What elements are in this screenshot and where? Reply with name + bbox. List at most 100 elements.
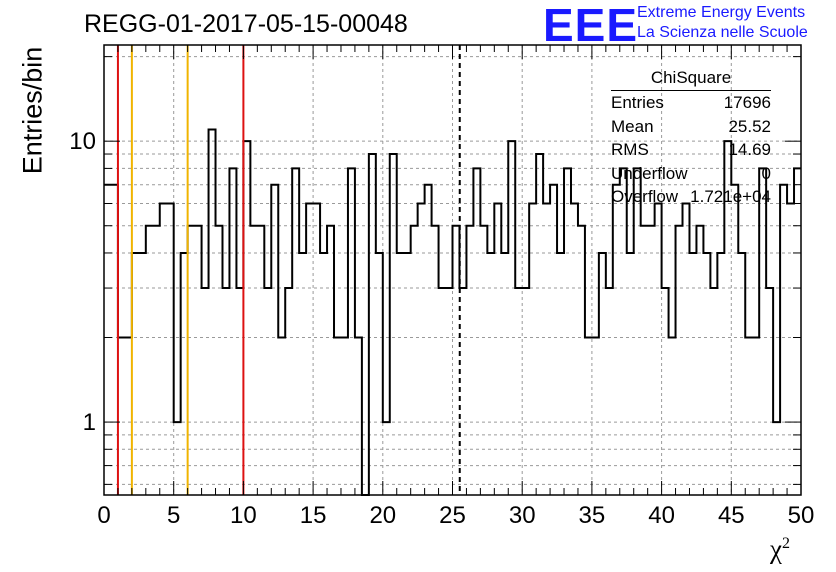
y-tick-label: 10	[69, 128, 96, 155]
stats-value: 25.52	[728, 116, 771, 136]
y-tick-label: 1	[83, 409, 96, 436]
histogram-bin	[662, 288, 669, 495]
histogram-bin	[250, 226, 257, 495]
x-tick-label: 50	[788, 502, 815, 529]
histogram-bin	[710, 288, 717, 495]
histogram-bin	[515, 288, 522, 495]
histogram-bin	[306, 203, 313, 495]
histogram-bin	[390, 154, 397, 495]
x-tick-label: 40	[648, 502, 675, 529]
histogram-bin	[320, 253, 327, 495]
histogram-bin	[174, 422, 181, 495]
stats-row: RMS 14.69	[611, 138, 771, 162]
histogram-bin	[181, 253, 188, 495]
logo-line-2: La Scienza nelle Scuole	[637, 24, 808, 41]
histogram-bin	[278, 338, 285, 495]
histogram-bin	[418, 203, 425, 495]
histogram-bin	[571, 203, 578, 495]
histogram-bin	[271, 185, 278, 495]
histogram-bin	[522, 288, 529, 495]
histogram-bin	[139, 253, 146, 495]
x-axis-label: χ2	[770, 534, 790, 565]
x-tick-label: 0	[97, 502, 110, 529]
histogram-bin	[648, 226, 655, 495]
histogram-bin	[641, 226, 648, 495]
histogram-bin	[257, 226, 264, 495]
x-tick-label: 5	[167, 502, 180, 529]
histogram-bin	[404, 253, 411, 495]
histogram-bin	[578, 226, 585, 495]
histogram-bin	[703, 253, 710, 495]
histogram-bin	[236, 288, 243, 495]
stats-label: Entries	[611, 93, 664, 112]
x-axis-label-superscript: 2	[781, 535, 790, 552]
histogram-bin	[453, 226, 460, 495]
stats-label: RMS	[611, 140, 649, 159]
x-tick-label: 30	[509, 502, 536, 529]
histogram-bin	[341, 338, 348, 495]
histogram-bin	[264, 288, 271, 495]
x-tick-label: 15	[300, 502, 327, 529]
histogram-bin	[780, 185, 787, 495]
histogram-bin	[529, 203, 536, 495]
stats-value: 0	[761, 163, 771, 183]
stats-row: Overflow 1.721e+04	[611, 185, 771, 209]
histogram-bin	[494, 203, 501, 495]
stats-row: Mean 25.52	[611, 115, 771, 139]
histogram-bin	[334, 338, 341, 495]
histogram-bin	[376, 253, 383, 495]
histogram-bin	[153, 226, 160, 495]
histogram-bin	[188, 226, 195, 495]
histogram-bin	[592, 338, 599, 495]
histogram-bin	[132, 253, 139, 495]
histogram-bin	[285, 288, 292, 495]
x-tick-label: 25	[439, 502, 466, 529]
histogram-bin	[104, 185, 111, 495]
histogram-line	[104, 128, 801, 496]
stats-value: 17696	[723, 93, 771, 112]
histogram-bin	[564, 168, 571, 495]
histogram-bin	[738, 253, 745, 495]
histogram-bin	[689, 253, 696, 495]
histogram-bin	[620, 168, 627, 495]
histogram-bin	[466, 226, 473, 495]
histogram-bin	[536, 154, 543, 495]
histogram-bin	[439, 288, 446, 495]
chart-title: REGG-01-2017-05-15-00048	[84, 10, 408, 38]
histogram-bin	[794, 168, 801, 495]
stats-label: Overflow	[611, 187, 679, 206]
histogram-bin	[585, 338, 592, 495]
x-axis-label-symbol: χ	[770, 534, 782, 564]
histogram-bin	[327, 226, 334, 495]
histogram-bin	[473, 168, 480, 495]
histogram-bin	[229, 168, 236, 495]
histogram-bin	[118, 338, 125, 495]
histogram-bin	[773, 422, 780, 495]
stats-box: ChiSquare Entries 17696 Mean 25.52 RMS 14.6…	[611, 66, 771, 209]
histogram-bin	[669, 338, 676, 495]
histogram-bin	[731, 185, 738, 495]
histogram-bin	[557, 253, 564, 495]
stats-value: 14.69	[728, 140, 771, 159]
histogram-bin	[125, 338, 132, 495]
histogram-bin	[508, 141, 515, 495]
x-tick-label: 35	[579, 502, 606, 529]
histogram-bin	[348, 168, 355, 495]
stats-value: 1.721e+04	[690, 187, 771, 206]
histogram-bin	[543, 203, 550, 495]
histogram-bin	[759, 168, 766, 495]
histogram-bin	[432, 226, 439, 495]
histogram-bin	[766, 288, 773, 495]
histogram-bin	[369, 154, 376, 495]
logo-line-1: Extreme Energy Events	[637, 4, 806, 21]
stats-label: Underflow	[611, 163, 688, 183]
histogram-bin	[355, 338, 362, 495]
histogram-bin	[146, 226, 153, 495]
histogram-bin	[243, 141, 250, 495]
histogram-bin	[676, 226, 683, 495]
histogram-bin	[683, 203, 690, 495]
histogram-bin	[634, 168, 641, 495]
histogram-bin	[752, 338, 759, 495]
histogram-bin	[787, 203, 794, 495]
